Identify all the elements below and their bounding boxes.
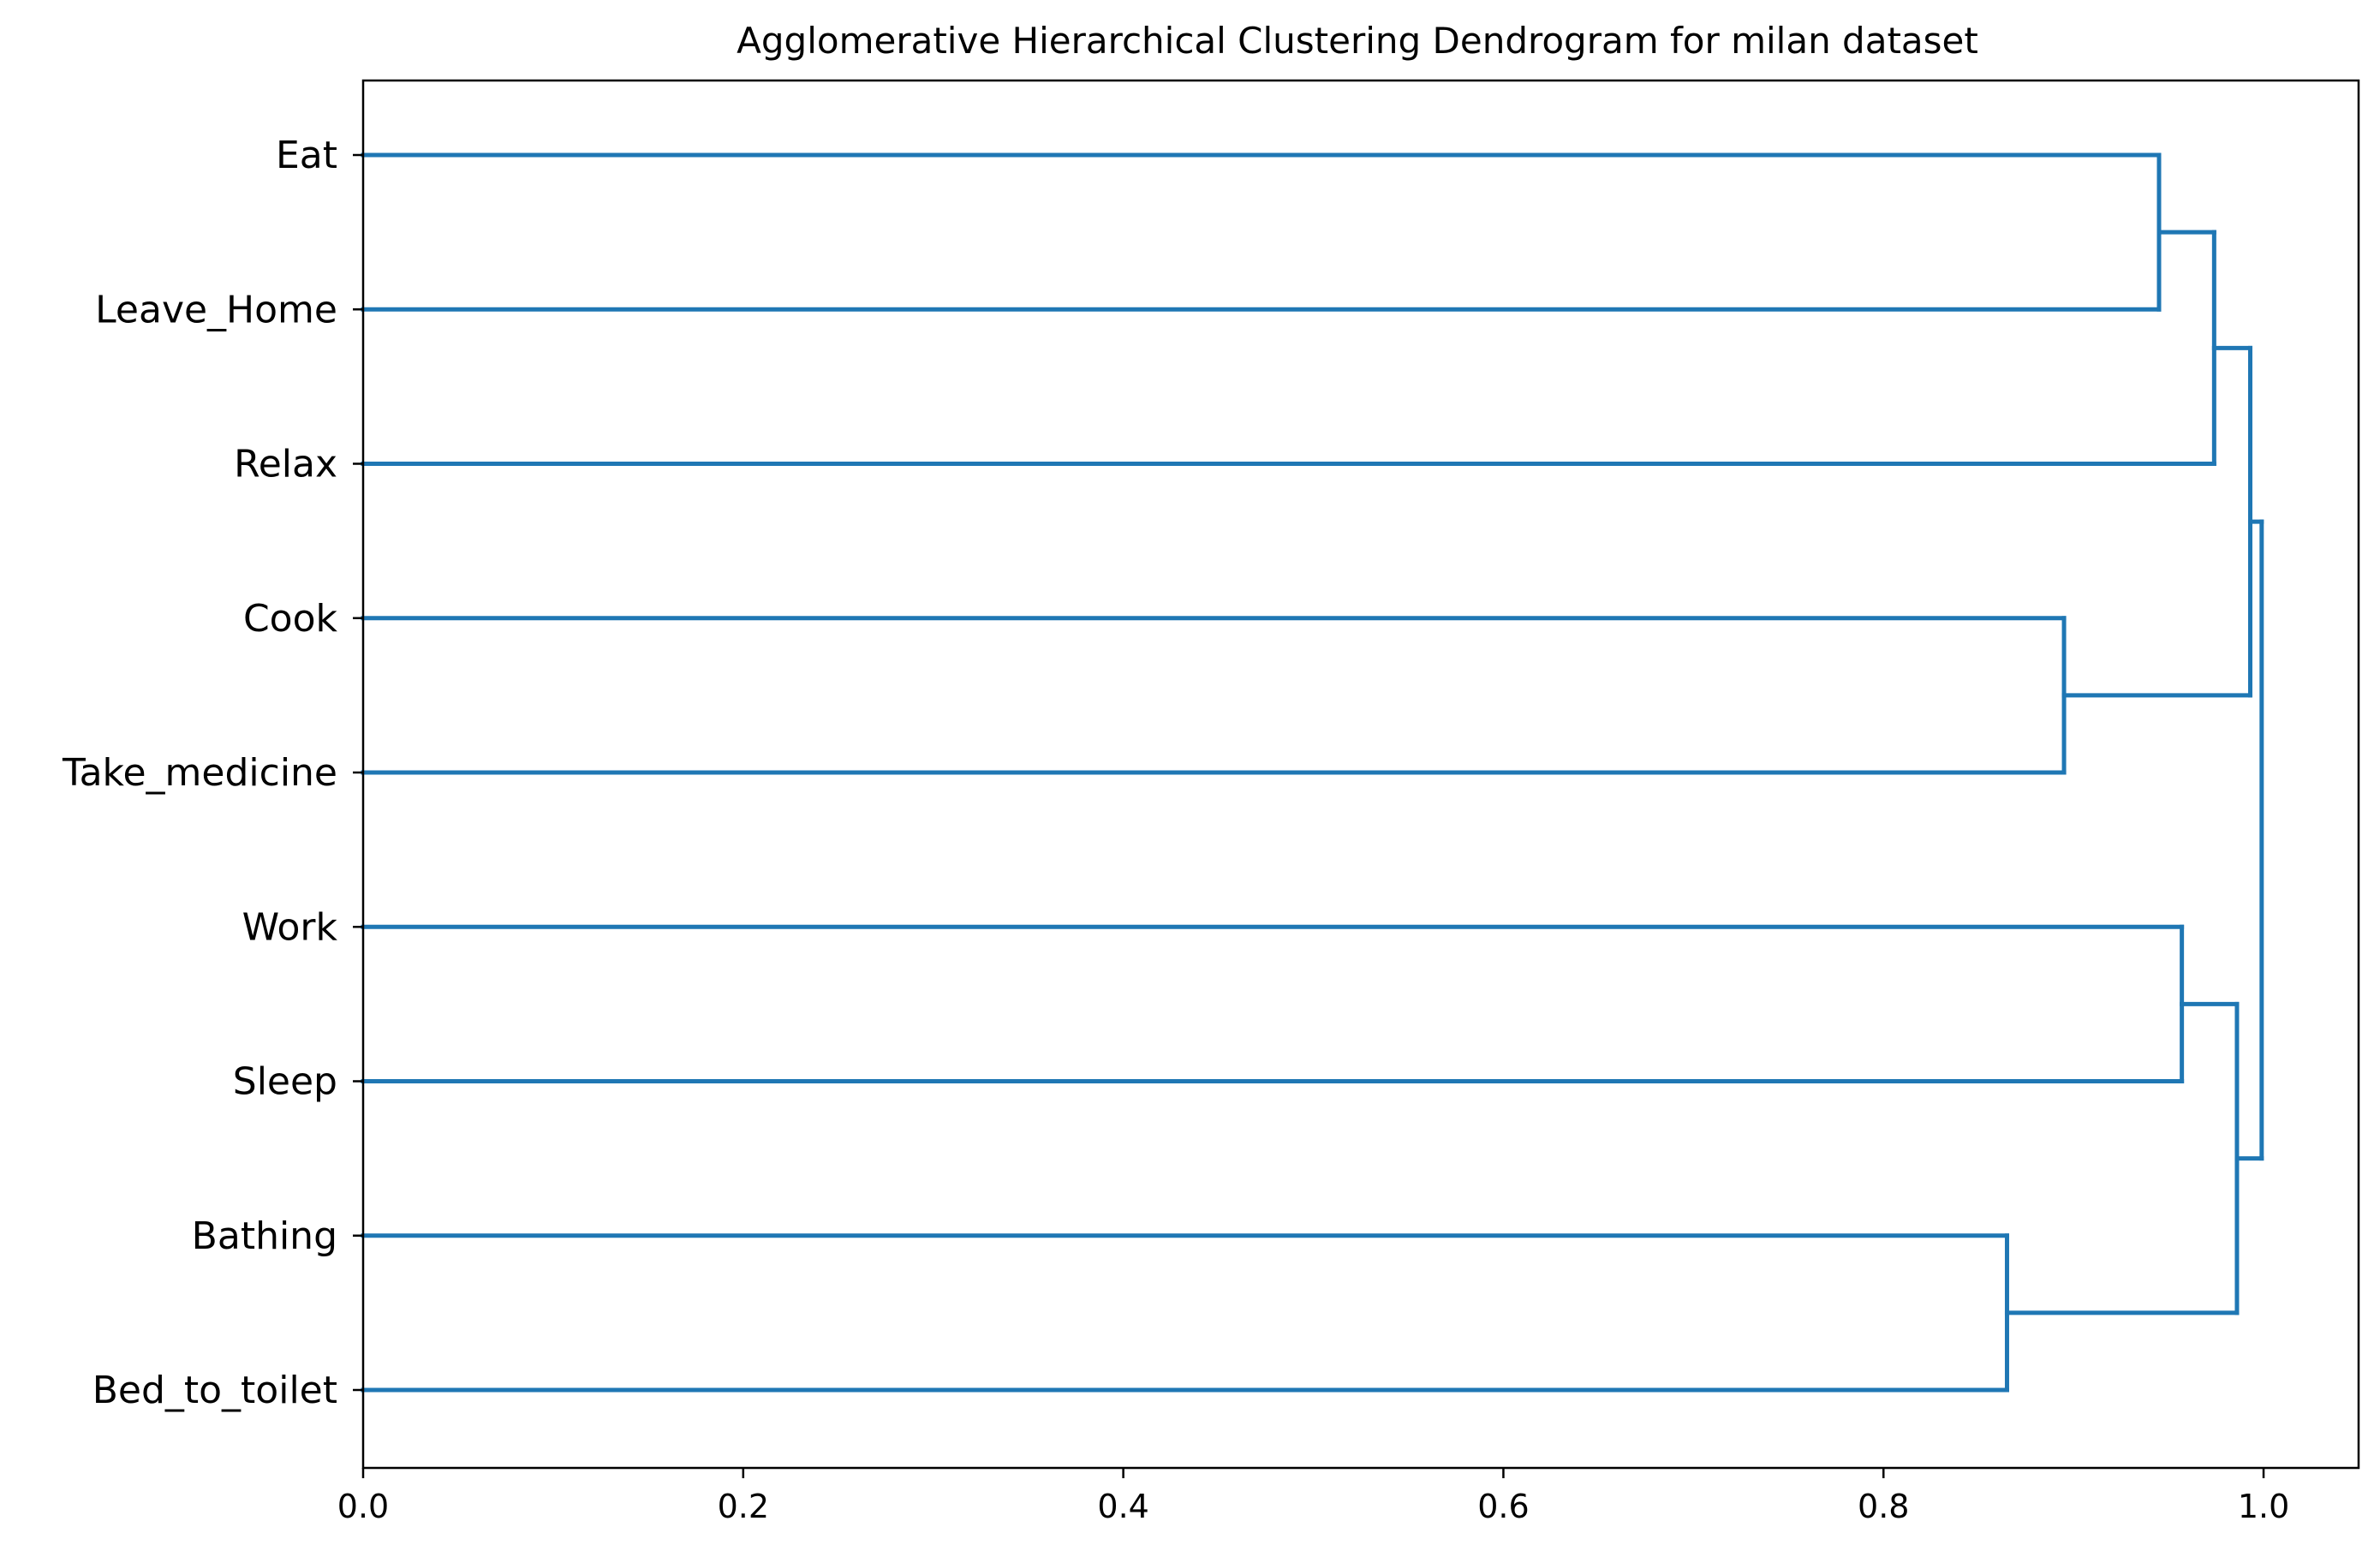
leaf-label: Bed_to_toilet bbox=[92, 1369, 337, 1412]
x-tick-label: 0.4 bbox=[1097, 1488, 1148, 1525]
x-tick-label: 0.2 bbox=[718, 1488, 769, 1525]
dendrogram-links bbox=[361, 152, 2264, 1393]
leaf-label: Eat bbox=[276, 134, 337, 177]
leaf-label: Relax bbox=[234, 443, 337, 486]
leaf-label: Bathing bbox=[192, 1214, 337, 1258]
leaf-label: Leave_Home bbox=[95, 288, 337, 331]
chart-title: Agglomerative Hierarchical Clustering De… bbox=[737, 20, 1978, 62]
leaf-label: Cook bbox=[243, 597, 338, 641]
x-tick-label: 0.0 bbox=[337, 1488, 389, 1525]
x-tick-label: 0.6 bbox=[1477, 1488, 1529, 1525]
leaf-label: Take_medicine bbox=[62, 751, 337, 795]
x-tick-label: 1.0 bbox=[2238, 1488, 2289, 1525]
leaf-label: Sleep bbox=[233, 1060, 337, 1104]
plot-frame bbox=[361, 79, 2360, 1470]
x-axis: 0.0 0.2 0.4 0.6 0.8 1.0 bbox=[337, 1468, 2289, 1525]
leaf-labels: Eat Leave_Home Relax Cook Take_medicine Work S… bbox=[62, 134, 363, 1412]
leaf-label: Work bbox=[242, 905, 338, 949]
x-tick-label: 0.8 bbox=[1858, 1488, 1909, 1525]
